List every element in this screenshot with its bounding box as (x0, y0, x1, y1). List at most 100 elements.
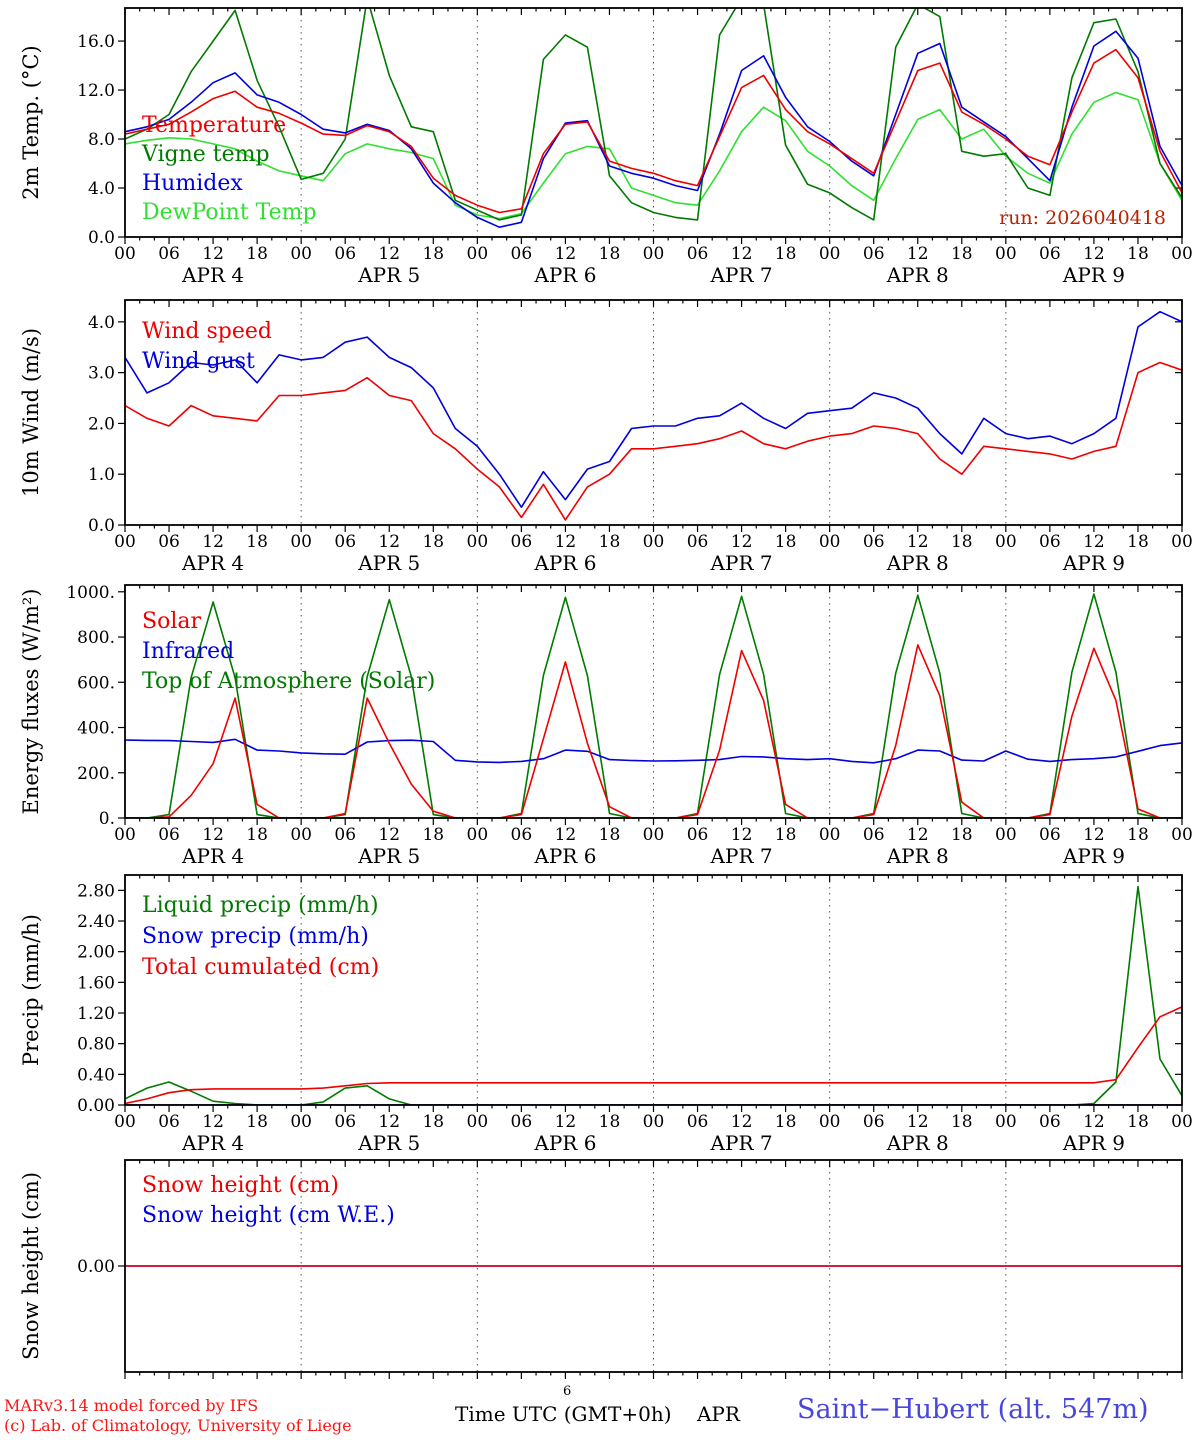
x-tick-label: 00 (819, 825, 841, 845)
panel-temperature: 00 06 12 18 00 06 12 18 00 06 12 18 00 06 12 18 00 06 12 18… (19, 7, 1193, 287)
y-axis-title-precip: Precip (mm/h) (19, 914, 43, 1066)
legend-precip-2: Total cumulated (cm) (142, 955, 379, 980)
x-tick-label: 00 (819, 532, 841, 552)
day-label: APR 9 (1062, 1131, 1125, 1155)
x-tick-label: 06 (687, 1112, 709, 1132)
day-label: APR 9 (1062, 263, 1125, 287)
x-tick-label: 06 (687, 532, 709, 552)
day-label: APR 8 (886, 263, 949, 287)
x-tick-label: 12 (1083, 825, 1105, 845)
y-tick-label: 2.40 (77, 912, 115, 932)
x-tick-label: 12 (907, 244, 929, 264)
x-tick-label: 06 (511, 244, 533, 264)
y-tick-label: 0.40 (77, 1065, 115, 1085)
x-tick-label: 18 (422, 532, 444, 552)
x-tick-label: 00 (643, 825, 665, 845)
x-tick-label: 00 (819, 244, 841, 264)
legend-temperature-3: DewPoint Temp (142, 200, 317, 225)
legend-energy-2: Top of Atmosphere (Solar) (142, 669, 435, 694)
day-label: APR 4 (181, 844, 244, 868)
x-tick-label: 18 (1127, 532, 1149, 552)
x-tick-label: 18 (775, 825, 797, 845)
x-tick-label: 06 (158, 244, 180, 264)
x-tick-label: 12 (1083, 532, 1105, 552)
x-tick-label: 12 (1083, 1112, 1105, 1132)
y-tick-label: 2.0 (88, 414, 115, 434)
y-tick-label: 0.0 (88, 228, 115, 248)
y-tick-label: 0.0 (88, 516, 115, 536)
x-tick-label: 00 (995, 532, 1017, 552)
run-annotation: run: 2026040418 (999, 207, 1166, 229)
x-tick-label: 18 (246, 532, 268, 552)
y-tick-label: 3.0 (88, 364, 115, 384)
x-tick-label: 00 (995, 825, 1017, 845)
day-label: APR 5 (357, 844, 420, 868)
meteogram-chart: 00 06 12 18 00 06 12 18 00 06 12 18 00 06 12 18 00 06 12 18… (19, 7, 1193, 1379)
y-tick-label: 16.0 (77, 32, 115, 52)
x-tick-label: 06 (863, 1112, 885, 1132)
series-line-total-cumulated (125, 1006, 1182, 1105)
x-tick-label: 06 (687, 244, 709, 264)
legend-temperature-1: Vigne temp (141, 142, 270, 167)
x-tick-label: 12 (731, 244, 753, 264)
y-tick-label: 1000. (66, 583, 115, 603)
day-label: APR 6 (533, 1131, 596, 1155)
x-tick-label: 06 (158, 825, 180, 845)
legend-temperature-0: Temperature (142, 113, 286, 138)
y-axis-title-snow: Snow height (cm) (19, 1172, 43, 1360)
x-tick-label: 00 (114, 1112, 136, 1132)
panel-border (124, 874, 1183, 1106)
y-tick-label: 400. (77, 719, 115, 739)
x-tick-label: 18 (599, 244, 621, 264)
x-tick-label: 00 (1171, 1112, 1193, 1132)
x-tick-label: 06 (1039, 1112, 1061, 1132)
x-tick-label: 06 (511, 1112, 533, 1132)
day-label: APR 8 (886, 551, 949, 575)
x-tick-label: 18 (599, 532, 621, 552)
day-label: APR 9 (1062, 844, 1125, 868)
legend-temperature-2: Humidex (142, 171, 243, 196)
y-axis-title-wind: 10m Wind (m/s) (19, 328, 43, 497)
x-tick-label: 12 (907, 825, 929, 845)
series-line-humidex (125, 30, 1182, 228)
x-tick-label: 00 (995, 244, 1017, 264)
day-label: APR 7 (710, 844, 773, 868)
x-tick-label: 12 (731, 825, 753, 845)
day-label: APR 6 (533, 551, 596, 575)
y-tick-label: 0.00 (77, 1096, 115, 1116)
x-tick-label: 00 (290, 1112, 312, 1132)
x-tick-label: 00 (643, 244, 665, 264)
x-tick-label: 18 (775, 1112, 797, 1132)
x-tick-label: 00 (819, 1112, 841, 1132)
day-label: APR 4 (181, 1131, 244, 1155)
y-tick-label: 1.60 (77, 973, 115, 993)
panel-wind: 00 06 12 18 00 06 12 18 00 06 12 18 00 06 12 18 00 06 12 18… (19, 299, 1193, 575)
x-tick-label: 12 (378, 244, 400, 264)
x-tick-label: 18 (422, 825, 444, 845)
panel-border (124, 7, 1183, 238)
x-tick-label: 00 (1171, 532, 1193, 552)
x-tick-label: 12 (731, 1112, 753, 1132)
x-tick-label: 00 (1171, 825, 1193, 845)
series-line-infrared (125, 738, 1182, 764)
x-tick-label: 12 (202, 825, 224, 845)
x-tick-label: 18 (1127, 1112, 1149, 1132)
x-tick-label: 18 (246, 825, 268, 845)
superscript-six: 6 (563, 1384, 572, 1399)
x-tick-label: 12 (555, 1112, 577, 1132)
x-tick-label: 06 (334, 825, 356, 845)
x-tick-label: 12 (555, 825, 577, 845)
x-tick-label: 18 (599, 825, 621, 845)
day-label: APR 5 (357, 551, 420, 575)
x-tick-label: 06 (1039, 532, 1061, 552)
x-tick-label: 06 (863, 244, 885, 264)
x-tick-label: 18 (246, 1112, 268, 1132)
model-credit-line: MARv3.14 model forced by IFS (4, 1396, 259, 1415)
x-tick-label: 18 (951, 532, 973, 552)
x-tick-label: 00 (995, 1112, 1017, 1132)
y-axis-title-energy: Energy fluxes (W/m²) (19, 589, 43, 815)
legend-snow-1: Snow height (cm W.E.) (142, 1203, 395, 1228)
series-line-dewpoint-temp (125, 91, 1182, 220)
panel-snow: 0.00 Snow height (cm) Snow height (cm) Snow… (19, 1159, 1183, 1379)
day-label: APR 9 (1062, 551, 1125, 575)
